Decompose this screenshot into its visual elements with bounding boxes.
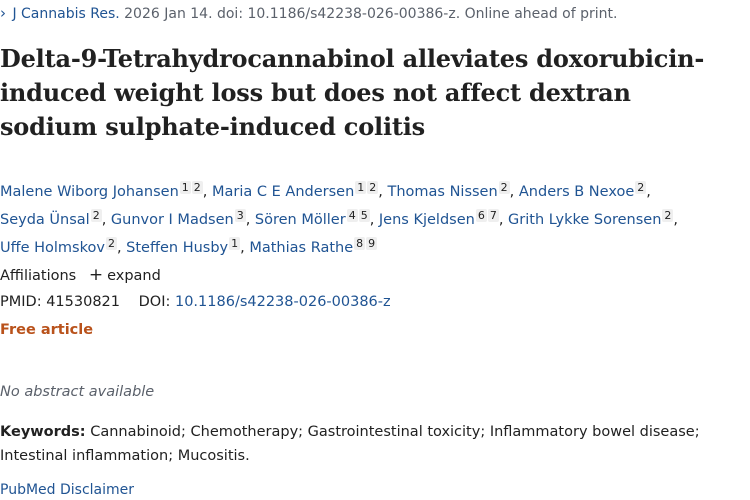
affiliation-ref-button[interactable]: 1: [355, 181, 367, 194]
author-separator: ,: [673, 212, 678, 228]
affiliation-ref-button[interactable]: 2: [90, 209, 102, 222]
keywords-label: Keywords:: [0, 424, 86, 440]
citation-details: 2026 Jan 14. doi: 10.1186/s42238-026-003…: [119, 6, 618, 22]
free-article-badge: Free article: [0, 322, 94, 338]
doi-link[interactable]: 10.1186/s42238-026-00386-z: [174, 294, 391, 310]
author-separator: ,: [202, 184, 208, 200]
author-separator: ,: [101, 212, 107, 228]
citation-line: › J Cannabis Res. 2026 Jan 14. doi: 10.1…: [0, 4, 617, 22]
affiliations-label: Affiliations: [0, 268, 77, 284]
affiliation-ref-button[interactable]: 1: [179, 181, 191, 194]
author-name-link[interactable]: Uffe Holmskov: [0, 240, 105, 256]
affiliation-ref-button[interactable]: 3: [234, 209, 246, 222]
author-item: Thomas Nissen 2,: [387, 181, 515, 200]
author-name-link[interactable]: Grith Lykke Sorensen: [508, 212, 662, 228]
author-item: Steffen Husby 1,: [126, 237, 245, 256]
author-item: Grith Lykke Sorensen 2,: [508, 209, 678, 228]
expand-label[interactable]: expand: [107, 268, 161, 284]
author-separator: ,: [245, 212, 251, 228]
identifiers: PMID: 41530821 DOI: 10.1186/s42238-026-0…: [0, 294, 391, 310]
author-name-link[interactable]: Malene Wiborg Johansen: [0, 184, 179, 200]
author-name-link[interactable]: Maria C E Andersen: [212, 184, 355, 200]
author-item: Mathias Rathe 8 9: [249, 237, 378, 256]
keywords-text: Cannabinoid; Chemotherapy; Gastrointesti…: [0, 424, 700, 464]
affiliation-ref-button[interactable]: 8: [354, 237, 366, 250]
author-name-link[interactable]: Sören Möller: [254, 212, 346, 228]
author-item: Anders B Nexoe 2,: [518, 181, 651, 200]
author-item: Malene Wiborg Johansen 1 2,: [0, 181, 208, 200]
author-separator: ,: [646, 184, 651, 200]
author-separator: ,: [498, 212, 504, 228]
pubmed-disclaimer-link[interactable]: PubMed Disclaimer: [0, 482, 135, 498]
affiliations-toggle[interactable]: Affiliations + expand: [0, 265, 161, 285]
author-separator: ,: [509, 184, 515, 200]
affiliation-ref-button[interactable]: 2: [191, 181, 203, 194]
author-list: Malene Wiborg Johansen 1 2, Maria C E Ande…: [0, 176, 740, 260]
author-name-link[interactable]: Gunvor I Madsen: [110, 212, 234, 228]
author-item: Jens Kjeldsen 6 7,: [378, 209, 504, 228]
chevron-right-icon[interactable]: ›: [0, 4, 6, 22]
author-item: Gunvor I Madsen 3,: [110, 209, 251, 228]
author-name-link[interactable]: Thomas Nissen: [387, 184, 498, 200]
affiliation-ref-button[interactable]: 4: [346, 209, 358, 222]
affiliation-ref-button[interactable]: 6: [475, 209, 487, 222]
journal-link[interactable]: J Cannabis Res.: [12, 6, 120, 22]
affiliation-ref-button[interactable]: 2: [635, 181, 647, 194]
doi-label: DOI:: [138, 294, 171, 310]
pmid-value: 41530821: [46, 294, 121, 310]
plus-icon[interactable]: +: [88, 265, 104, 285]
no-abstract-note: No abstract available: [0, 384, 155, 400]
article-title: Delta-9-Tetrahydrocannabinol alleviates …: [0, 44, 705, 141]
affiliation-ref-button[interactable]: 2: [662, 209, 674, 222]
affiliation-ref-button[interactable]: 9: [366, 237, 378, 250]
author-separator: ,: [116, 240, 122, 256]
affiliation-ref-button[interactable]: 2: [367, 181, 379, 194]
author-item: Seyda Ünsal 2,: [0, 209, 107, 228]
author-item: Sören Möller 4 5,: [254, 209, 375, 228]
author-name-link[interactable]: Anders B Nexoe: [518, 184, 635, 200]
keywords: Keywords: Cannabinoid; Chemotherapy; Gas…: [0, 420, 740, 468]
author-item: Uffe Holmskov 2,: [0, 237, 122, 256]
affiliation-ref-button[interactable]: 5: [358, 209, 370, 222]
author-name-link[interactable]: Jens Kjeldsen: [378, 212, 475, 228]
author-separator: ,: [240, 240, 245, 256]
author-separator: ,: [378, 184, 383, 200]
affiliation-ref-button[interactable]: 2: [498, 181, 510, 194]
author-separator: ,: [369, 212, 375, 228]
affiliation-ref-button[interactable]: 7: [487, 209, 499, 222]
author-name-link[interactable]: Steffen Husby: [126, 240, 229, 256]
pmid-label: PMID:: [0, 294, 42, 310]
author-name-link[interactable]: Mathias Rathe: [249, 240, 354, 256]
affiliation-ref-button[interactable]: 1: [229, 237, 241, 250]
author-name-link[interactable]: Seyda Ünsal: [0, 212, 90, 228]
affiliation-ref-button[interactable]: 2: [105, 237, 117, 250]
author-item: Maria C E Andersen 1 2,: [212, 181, 383, 200]
